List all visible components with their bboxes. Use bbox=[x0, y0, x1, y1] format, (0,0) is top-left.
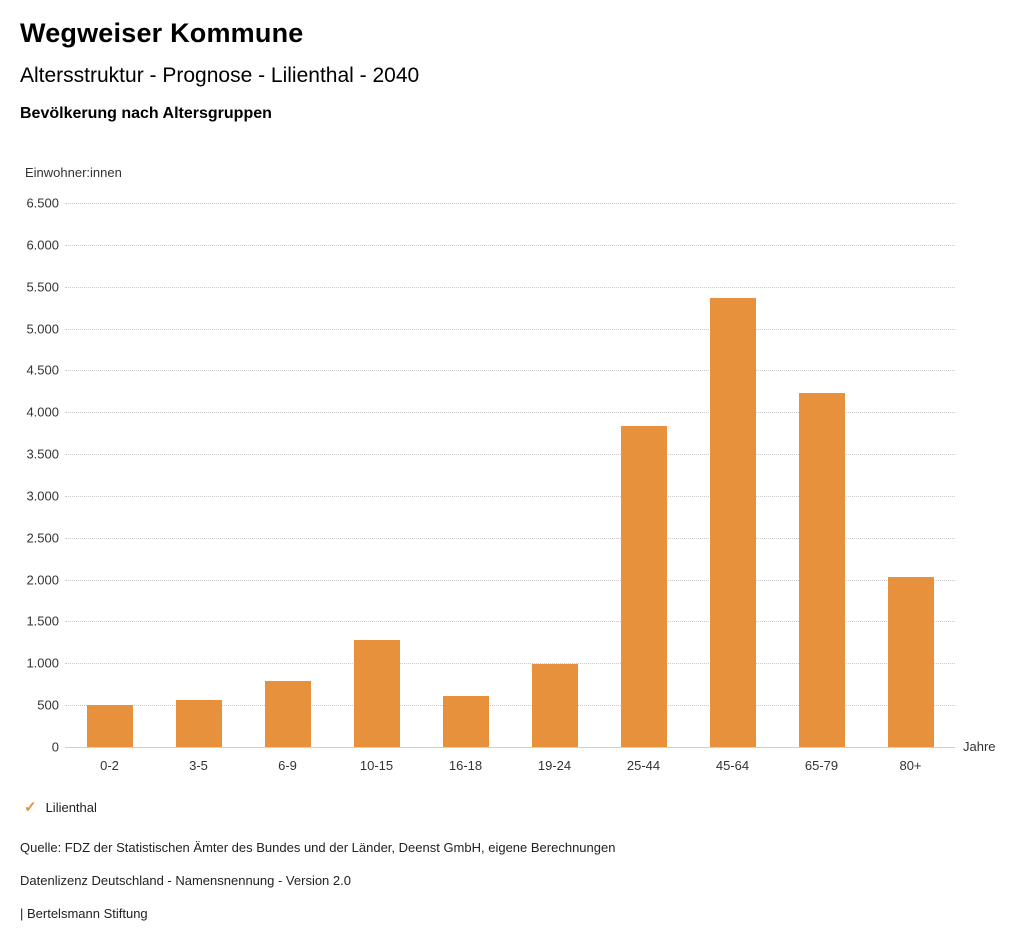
bar-cell bbox=[154, 700, 243, 747]
bar-25-44[interactable] bbox=[620, 426, 667, 747]
bar-cell bbox=[866, 577, 955, 747]
y-tick-label: 1.000 bbox=[26, 655, 59, 671]
bar-16-18[interactable] bbox=[442, 695, 489, 747]
bar-80+[interactable] bbox=[887, 577, 934, 747]
x-tick-label: 3-5 bbox=[189, 758, 208, 773]
bar-cell bbox=[688, 298, 777, 747]
gridline bbox=[65, 495, 955, 497]
gridline bbox=[65, 537, 955, 539]
bar-10-15[interactable] bbox=[353, 639, 400, 747]
gridline bbox=[65, 203, 955, 204]
plot-area: Jahre bbox=[65, 203, 996, 754]
y-tick-label: 5.000 bbox=[26, 321, 59, 337]
gridline bbox=[65, 286, 955, 288]
y-tick-label: 2.500 bbox=[26, 530, 59, 546]
source-text: Quelle: FDZ der Statistischen Ämter des … bbox=[20, 840, 616, 855]
chart-title: Bevölkerung nach Altersgruppen bbox=[20, 105, 272, 122]
x-tick-label: 19-24 bbox=[537, 758, 572, 773]
gridline bbox=[65, 579, 955, 581]
page: Wegweiser Kommune Altersstruktur - Progn… bbox=[20, 18, 1004, 921]
bar-cell bbox=[65, 705, 154, 747]
y-tick-label: 4.000 bbox=[26, 404, 59, 420]
y-tick-label: 3.500 bbox=[26, 446, 59, 462]
y-axis-title: Einwohner:innen bbox=[25, 165, 122, 180]
bar-65-79[interactable] bbox=[798, 392, 845, 747]
gridline bbox=[65, 370, 955, 372]
x-tick-label: 0-2 bbox=[100, 758, 119, 773]
x-tick-label: 25-44 bbox=[626, 758, 661, 773]
page-subtitle: Altersstruktur - Prognose - Lilienthal -… bbox=[20, 64, 420, 87]
page-title: Wegweiser Kommune bbox=[20, 18, 304, 48]
bar-6-9[interactable] bbox=[264, 680, 311, 747]
bar-cell bbox=[777, 392, 866, 747]
gridline bbox=[65, 454, 955, 456]
gridline bbox=[65, 621, 955, 623]
y-tick-label: 1.500 bbox=[26, 613, 59, 629]
footer: Quelle: FDZ der Statistischen Ämter des … bbox=[20, 840, 1004, 921]
x-tick-label: 65-79 bbox=[804, 758, 839, 773]
bar-45-64[interactable] bbox=[709, 298, 756, 747]
y-axis-labels: 0 500 1.000 1.500 2.000 2.500 3.000 3.500 4.000 4… bbox=[20, 196, 65, 755]
x-tick-label: 10-15 bbox=[359, 758, 394, 773]
x-tick-label: 16-18 bbox=[448, 758, 483, 773]
bars-layer bbox=[65, 203, 955, 747]
legend-label: Lilienthal bbox=[45, 800, 97, 815]
x-axis-title: Jahre bbox=[963, 739, 996, 754]
legend-item-lilienthal[interactable]: ✓ Lilienthal bbox=[24, 800, 1004, 815]
gridline bbox=[65, 412, 955, 414]
bar-cell bbox=[332, 639, 421, 747]
check-icon: ✓ bbox=[24, 799, 37, 816]
y-tick-label: 2.000 bbox=[26, 572, 59, 588]
bar-cell bbox=[599, 426, 688, 747]
x-tick-label: 80+ bbox=[899, 758, 922, 773]
bar-3-5[interactable] bbox=[175, 700, 222, 747]
gridline bbox=[65, 663, 955, 665]
bar-cell bbox=[243, 680, 332, 747]
gridline bbox=[65, 747, 955, 748]
x-axis-labels: 0-2 3-5 6-9 10-15 16-18 19-24 25-44 45-64 65-79 8… bbox=[65, 758, 955, 773]
gridline bbox=[65, 244, 955, 246]
bar-19-24[interactable] bbox=[531, 664, 578, 747]
bar-chart: 0 500 1.000 1.500 2.000 2.500 3.000 3.500 4.000 4… bbox=[20, 196, 1004, 755]
y-tick-label: 3.000 bbox=[26, 488, 59, 504]
y-tick-label: 6.000 bbox=[26, 237, 59, 253]
y-tick-label: 0 bbox=[51, 739, 59, 755]
gridline bbox=[65, 705, 955, 707]
y-tick-label: 4.500 bbox=[26, 362, 59, 378]
gridline bbox=[65, 328, 955, 330]
x-tick-label: 6-9 bbox=[278, 758, 297, 773]
license-text: Datenlizenz Deutschland - Namensnennung … bbox=[20, 873, 351, 888]
attribution-text: | Bertelsmann Stiftung bbox=[20, 906, 148, 921]
bar-0-2[interactable] bbox=[86, 705, 133, 747]
x-tick-label: 45-64 bbox=[715, 758, 750, 773]
bar-cell bbox=[421, 695, 510, 747]
y-tick-label: 500 bbox=[37, 697, 59, 713]
bar-cell bbox=[510, 664, 599, 747]
y-tick-label: 6.500 bbox=[26, 195, 59, 211]
y-tick-label: 5.500 bbox=[26, 279, 59, 295]
